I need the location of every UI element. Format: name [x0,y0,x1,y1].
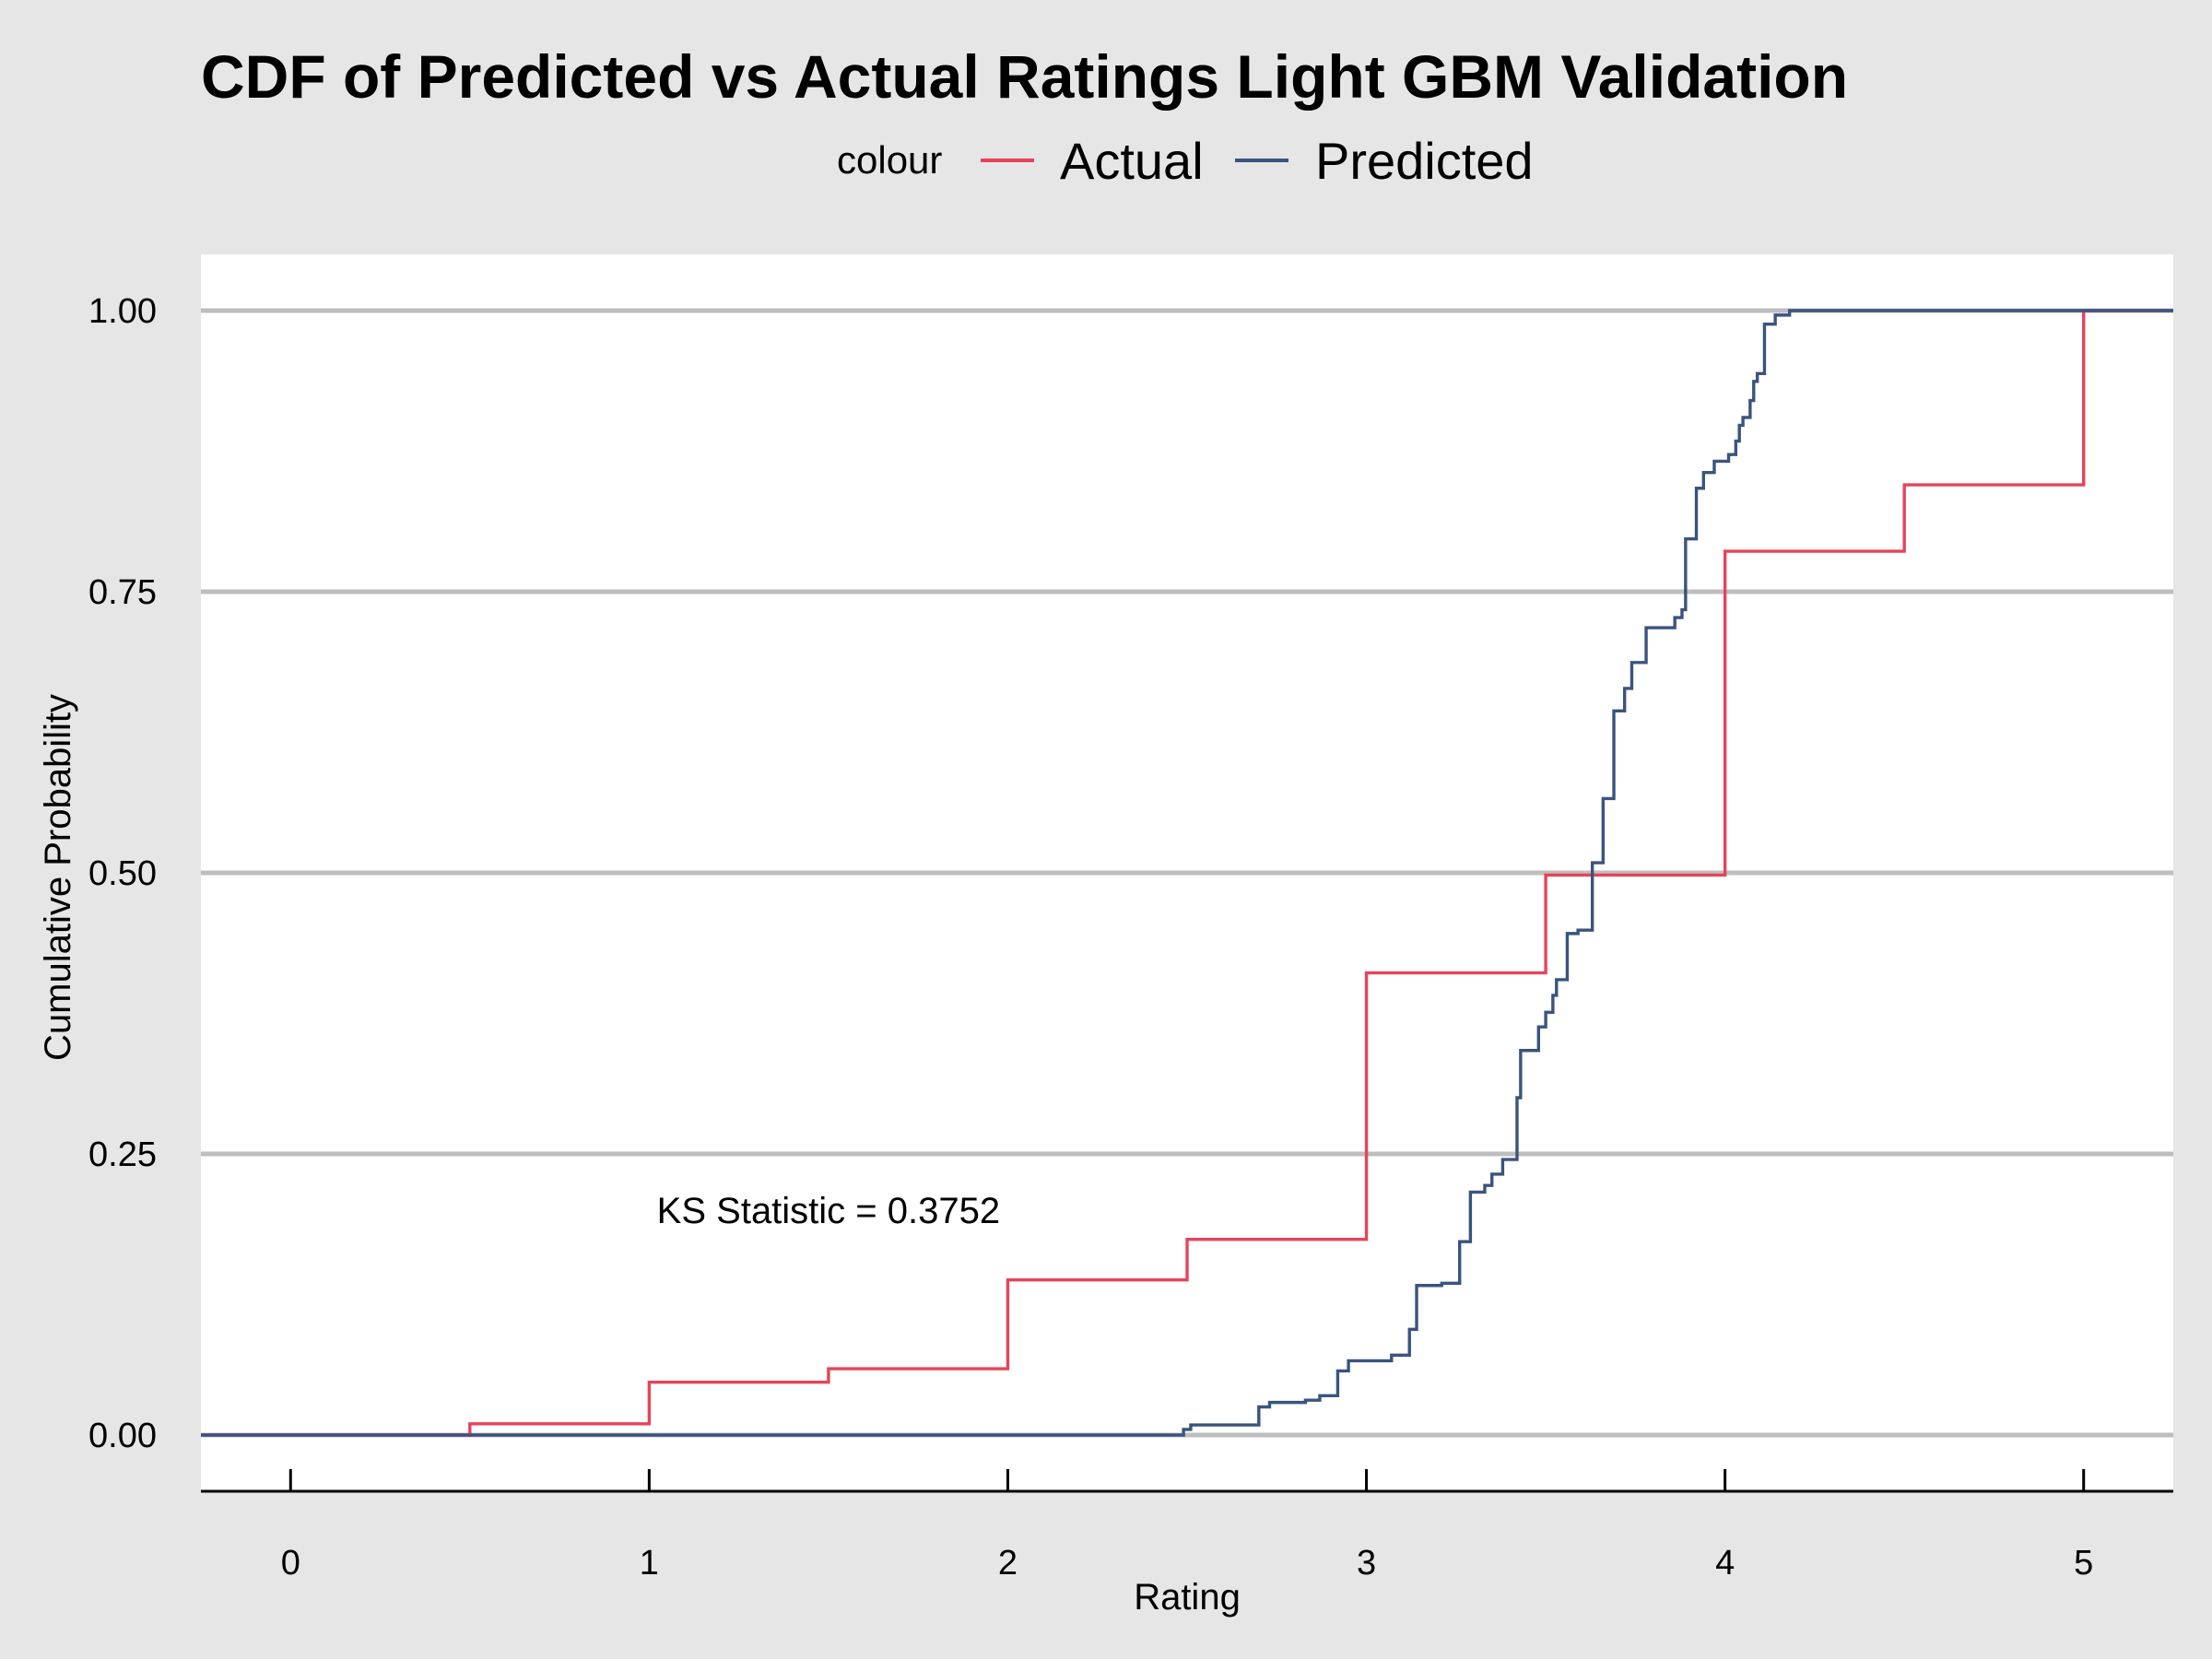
y-axis-label: Cumulative Probability [38,694,78,1061]
y-tick-label: 0.75 [88,573,157,612]
y-tick-label: 0.00 [88,1417,157,1455]
series-layer [201,309,2173,1437]
ks-statistic-annotation: KS Statistic = 0.3752 [657,1191,1000,1231]
y-tick-label: 1.00 [88,292,157,331]
x-tick-label: 2 [998,1544,1018,1583]
x-tick-label: 0 [281,1544,300,1583]
series-line-predicted [201,309,2173,1437]
legend: colour Actual Predicted [837,132,1534,190]
x-tick-label: 4 [1715,1544,1735,1583]
chart-title: CDF of Predicted vs Actual Ratings Light… [201,42,1848,111]
x-tick-label: 1 [640,1544,659,1583]
axes-layer: 0.00 0.25 0.50 0.75 1.00 0 1 2 3 4 5 [88,292,2173,1583]
series-line-actual [201,309,2173,1437]
x-tick-label: 3 [1357,1544,1376,1583]
legend-label-actual: Actual [1060,132,1204,190]
legend-label-predicted: Predicted [1315,132,1534,190]
y-tick-label: 0.50 [88,854,157,893]
legend-title: colour [837,138,942,182]
x-tick-label: 5 [2074,1544,2093,1583]
y-tick-label: 0.25 [88,1135,157,1174]
x-axis-label: Rating [1134,1577,1241,1618]
